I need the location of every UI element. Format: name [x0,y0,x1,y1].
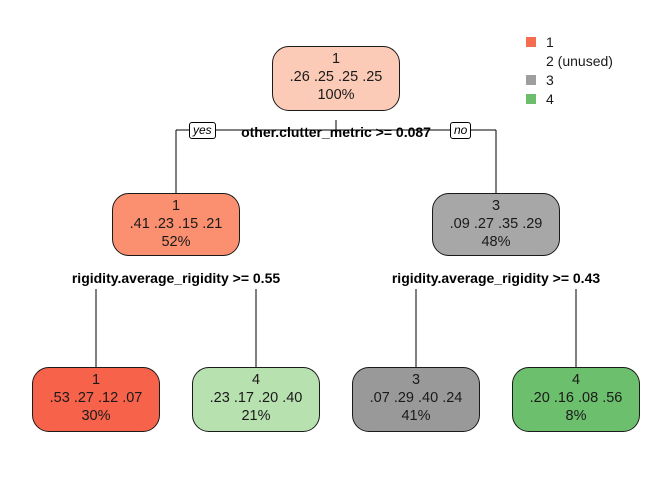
tree-node-root: 1 .26 .25 .25 .25 100% [272,46,400,111]
tree-leaf-3: 3 .07 .29 .40 .24 41% [352,367,480,432]
node-class: 1 [171,198,181,214]
legend-label: 2 (unused) [546,52,613,69]
node-percent: 21% [241,408,271,424]
node-class: 4 [251,372,261,388]
tree-leaf-1: 1 .53 .27 .12 .07 30% [32,367,160,432]
legend-label: 1 [546,33,554,50]
node-class: 1 [331,51,341,67]
node-class: 3 [491,198,501,214]
tree-node-right: 3 .09 .27 .35 .29 48% [432,193,560,256]
node-percent: 8% [565,408,587,424]
legend-item: 1 [526,32,613,51]
legend-swatch [526,36,536,47]
legend-label: 4 [546,90,554,107]
node-class: 4 [571,372,581,388]
tree-leaf-2: 4 .23 .17 .20 .40 21% [192,367,320,432]
legend-label: 3 [546,71,554,88]
node-probs: .53 .27 .12 .07 [49,390,143,406]
no-tag: no [450,122,472,139]
legend-swatch [526,93,536,104]
legend-swatch [526,74,536,85]
split-label-root: other.clutter_metric >= 0.087 [241,124,431,140]
legend-item: 3 [526,70,613,89]
node-class: 3 [411,372,421,388]
split-label-right: rigidity.average_rigidity >= 0.43 [391,270,601,286]
node-percent: 100% [317,87,355,103]
node-probs: .23 .17 .20 .40 [209,390,303,406]
node-probs: .07 .29 .40 .24 [369,390,463,406]
node-probs: .09 .27 .35 .29 [449,216,543,232]
node-percent: 41% [401,408,431,424]
node-percent: 48% [481,234,511,250]
legend: 1 2 (unused) 3 4 [526,32,613,108]
tree-node-left: 1 .41 .23 .15 .21 52% [112,193,240,256]
node-probs: .26 .25 .25 .25 [289,69,383,85]
split-label-left: rigidity.average_rigidity >= 0.55 [71,270,281,286]
node-probs: .41 .23 .15 .21 [129,216,223,232]
legend-item: 4 [526,89,613,108]
node-percent: 30% [81,408,111,424]
node-probs: .20 .16 .08 .56 [529,390,623,406]
legend-swatch [526,56,536,66]
tree-leaf-4: 4 .20 .16 .08 .56 8% [512,367,640,432]
node-percent: 52% [161,234,191,250]
legend-item: 2 (unused) [526,51,613,70]
yes-tag: yes [189,122,216,139]
node-class: 1 [91,372,101,388]
